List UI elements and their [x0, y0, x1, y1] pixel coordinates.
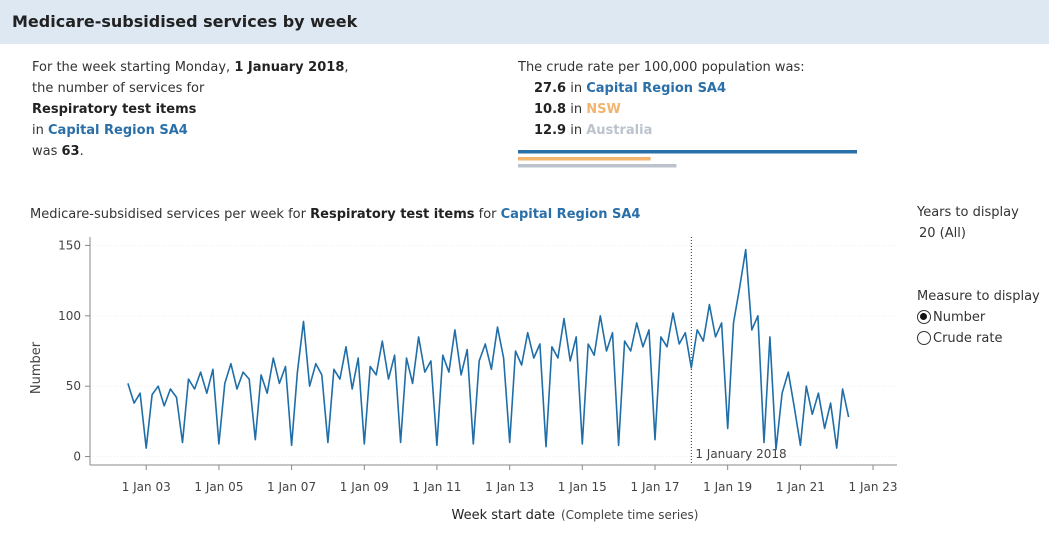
- summary-count: 63: [61, 144, 80, 159]
- summary-region: Capital Region SA4: [48, 123, 188, 138]
- summary-text: was: [32, 144, 58, 159]
- x-tick-label: 1 Jan 19: [703, 480, 752, 494]
- rates-panel: The crude rate per 100,000 population wa…: [518, 57, 805, 141]
- radio-button[interactable]: [917, 331, 931, 345]
- years-label: Years to display: [917, 205, 1019, 220]
- rate-bar: [518, 157, 651, 161]
- radio-label[interactable]: Number: [933, 310, 986, 325]
- summary-text: For the week starting Monday,: [32, 60, 231, 75]
- y-tick-label: 150: [58, 238, 81, 252]
- x-axis-title: Week start date: [452, 508, 555, 523]
- chart-title-region: Capital Region SA4: [500, 207, 641, 222]
- chart-title-item: Respiratory test items: [310, 207, 475, 222]
- rate-connector: in: [570, 123, 583, 138]
- x-axis-note: (Complete time series): [561, 508, 698, 522]
- rate-value: 27.6: [534, 81, 567, 96]
- summary-item: Respiratory test items: [32, 102, 197, 117]
- rate-value: 12.9: [534, 123, 567, 138]
- y-tick-label: 100: [58, 309, 81, 323]
- rate-connector: in: [570, 81, 583, 96]
- chart-title: Medicare-subsidised services per week fo…: [30, 204, 640, 225]
- x-tick-label: 1 Jan 13: [485, 480, 534, 494]
- summary-text: the number of services for: [32, 81, 205, 96]
- chart-title-text: for: [478, 207, 497, 222]
- radio-label[interactable]: Crude rate: [933, 331, 1003, 346]
- page-title: Medicare-subsidised services by week: [12, 12, 358, 31]
- x-tick-label: 1 Jan 21: [776, 480, 825, 494]
- rate-value: 10.8: [534, 102, 567, 117]
- rate-name: Capital Region SA4: [586, 81, 727, 96]
- y-tick-label: 0: [73, 450, 81, 464]
- measure-label: Measure to display: [917, 289, 1040, 304]
- rate-row: 12.9 in Australia: [518, 120, 805, 141]
- radio-button[interactable]: [917, 310, 931, 324]
- rate-row: 27.6 in Capital Region SA4: [518, 78, 805, 99]
- x-tick-label: 1 Jan 23: [849, 480, 898, 494]
- rate-row: 10.8 in NSW: [518, 99, 805, 120]
- x-tick-label: 1 Jan 07: [267, 480, 316, 494]
- summary-text: .: [79, 144, 84, 159]
- x-tick-label: 1 Jan 17: [631, 480, 680, 494]
- x-tick-label: 1 Jan 15: [558, 480, 607, 494]
- radio-option[interactable]: Crude rate: [917, 328, 1040, 349]
- x-axis-label: Week start date (Complete time series): [452, 508, 699, 523]
- measure-control: Measure to display Number Crude rate: [917, 286, 1040, 349]
- x-tick-label: 1 Jan 03: [122, 480, 171, 494]
- header-band: [0, 0, 1049, 44]
- summary-text: ,: [344, 60, 349, 75]
- rate-connector: in: [570, 102, 583, 117]
- years-control: Years to display 20 (All): [917, 202, 1019, 244]
- rate-name: NSW: [586, 102, 621, 117]
- y-tick-label: 50: [66, 379, 81, 393]
- summary-date: 1 January 2018: [234, 60, 345, 75]
- rates-heading: The crude rate per 100,000 population wa…: [518, 60, 805, 75]
- radio-option[interactable]: Number: [917, 307, 1040, 328]
- data-line: [127, 248, 850, 451]
- summary: For the week starting Monday, 1 January …: [32, 57, 349, 162]
- chart-title-text: Medicare-subsidised services per week fo…: [30, 207, 306, 222]
- y-axis-label: Number: [29, 341, 44, 394]
- x-tick-label: 1 Jan 11: [412, 480, 461, 494]
- reference-label: 1 January 2018: [695, 447, 786, 461]
- rate-bar: [518, 150, 857, 154]
- rate-name: Australia: [586, 123, 653, 138]
- x-tick-label: 1 Jan 05: [194, 480, 243, 494]
- years-value[interactable]: 20 (All): [919, 226, 966, 241]
- rate-bar: [518, 164, 677, 168]
- x-tick-label: 1 Jan 09: [340, 480, 389, 494]
- summary-text: in: [32, 123, 44, 138]
